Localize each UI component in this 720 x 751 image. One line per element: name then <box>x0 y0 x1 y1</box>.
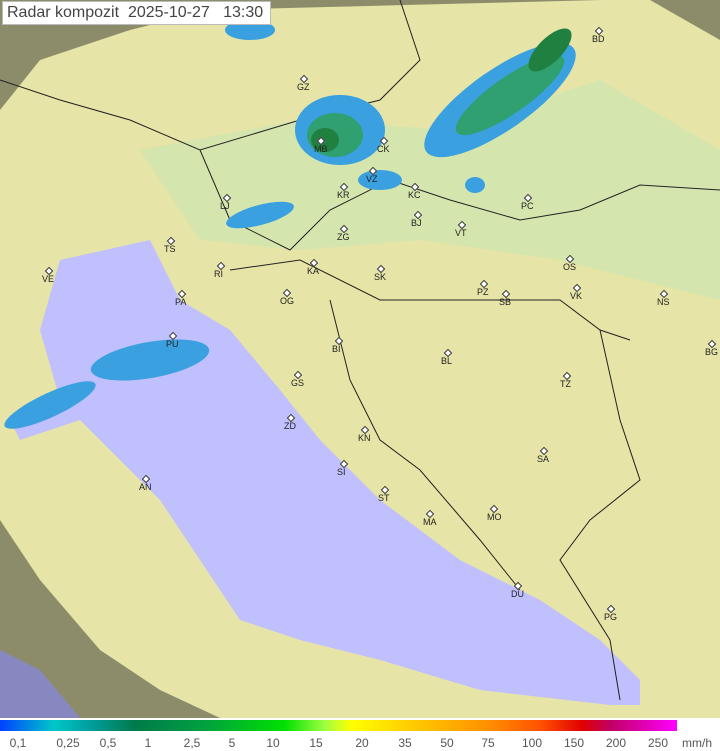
radar-title: Radar kompozit 2025-10-27 13:30 <box>2 1 271 25</box>
rain-echoes <box>4 20 576 429</box>
legend-color-bar <box>0 720 677 731</box>
city-label: SK <box>374 272 387 282</box>
legend-tick-label: 0,5 <box>99 736 117 750</box>
legend-tick-label: 75 <box>481 736 495 750</box>
city-label: KA <box>307 266 320 276</box>
precipitation-legend: 0,1 0,25 0,5 1 2,5 5 10 15 20 35 50 75 100 150 200 250 … <box>0 718 720 751</box>
legend-tick-label: 200 <box>605 736 627 750</box>
city-label: VK <box>570 291 583 301</box>
legend-tick-label: 15 <box>309 736 323 750</box>
legend-tick-label: 50 <box>440 736 454 750</box>
city-label: BL <box>441 356 453 366</box>
legend-tick-label: 10 <box>266 736 280 750</box>
sea-tyrrhenian-corner <box>0 650 80 718</box>
city-label: ZD <box>284 421 296 431</box>
city-label: RI <box>214 269 223 279</box>
city-label: KR <box>337 190 350 200</box>
city-label: BI <box>332 344 341 354</box>
city-label: GS <box>291 378 305 388</box>
legend-tick-label: 1 <box>144 736 152 750</box>
city-label: SB <box>499 297 512 307</box>
city-label: MA <box>423 517 437 527</box>
city-label: PZ <box>477 287 489 297</box>
city-label: MB <box>314 144 328 154</box>
city-label: CK <box>377 144 390 154</box>
city-label: PU <box>166 339 179 349</box>
city-label: AN <box>139 482 152 492</box>
city-label: VT <box>455 228 467 238</box>
legend-tick-label: 250 <box>647 736 669 750</box>
city-label: PA <box>175 297 187 307</box>
legend-tick-label: 100 <box>521 736 543 750</box>
city-label: BJ <box>411 218 422 228</box>
city-label: LJ <box>220 201 230 211</box>
city-label: KN <box>358 433 371 443</box>
legend-tick-label: 150 <box>563 736 585 750</box>
country-borders <box>0 0 720 701</box>
city-label: TZ <box>560 379 571 389</box>
legend-tick-label: 5 <box>228 736 236 750</box>
city-label: MO <box>487 512 502 522</box>
city-label: VE <box>42 274 55 284</box>
city-label: ZG <box>337 232 350 242</box>
city-label: ST <box>378 493 390 503</box>
city-label: OS <box>563 262 577 272</box>
city-label: PC <box>521 201 534 211</box>
city-label: SI <box>337 467 346 477</box>
land-north <box>140 80 720 300</box>
city-label: OG <box>280 296 295 306</box>
city-label: GZ <box>297 82 310 92</box>
city-label: TS <box>164 244 176 254</box>
legend-tick-label: 0,25 <box>56 736 80 750</box>
legend-tick-label: 20 <box>355 736 369 750</box>
legend-tick-label: 0,1 <box>9 736 27 750</box>
legend-tick-label: 35 <box>398 736 412 750</box>
legend-unit: mm/h <box>682 736 712 750</box>
city-label: VZ <box>366 174 378 184</box>
radar-map <box>0 0 720 718</box>
city-label: SA <box>537 454 550 464</box>
city-label: BD <box>592 34 605 44</box>
city-label: DU <box>511 589 524 599</box>
city-label: NS <box>657 297 670 307</box>
city-label: BG <box>705 347 719 357</box>
legend-tick-label: 2,5 <box>183 736 201 750</box>
city-label: KC <box>408 190 421 200</box>
city-label: PG <box>604 612 618 622</box>
